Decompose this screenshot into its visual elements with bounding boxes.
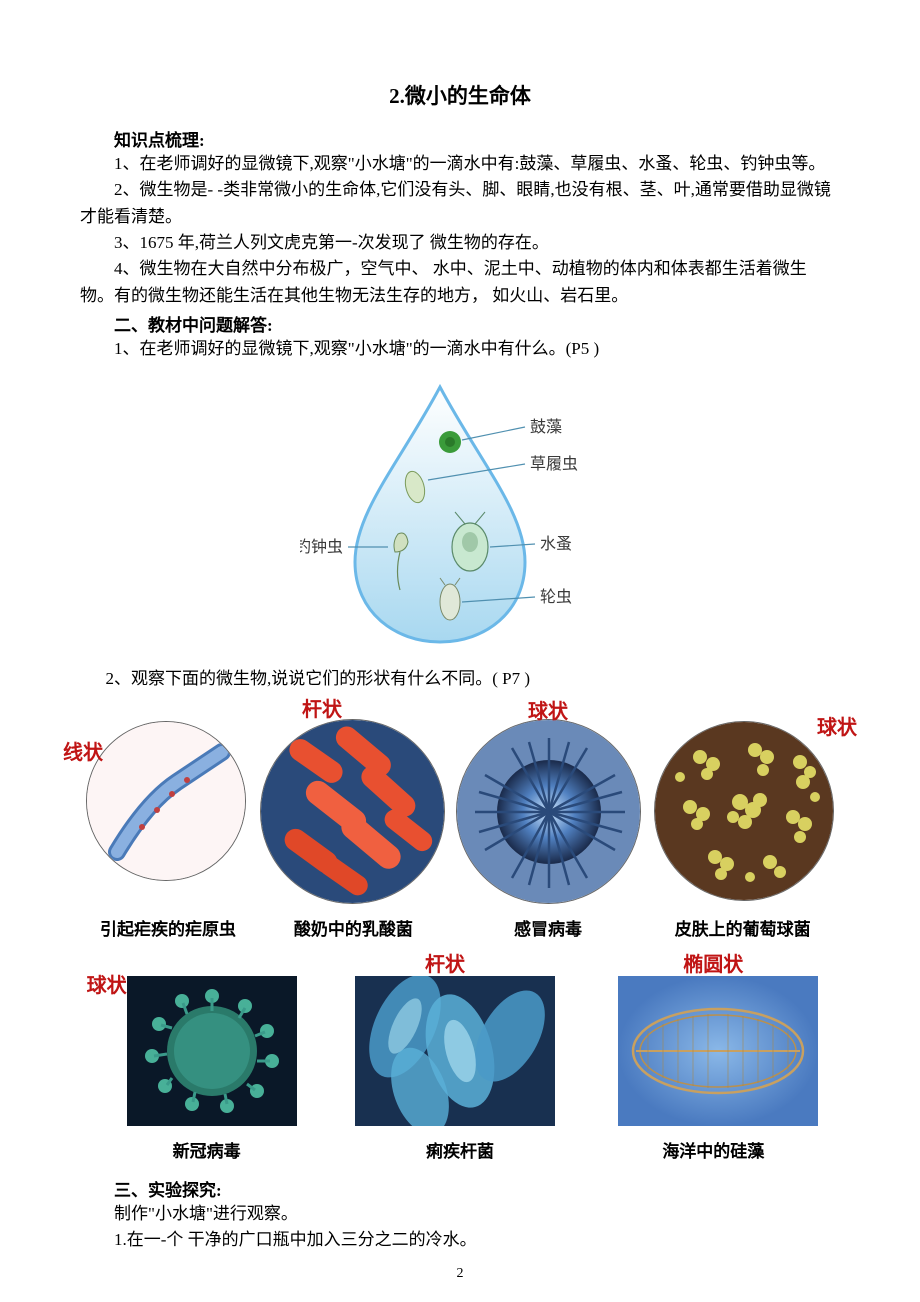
knowledge-header: 知识点梳理: (80, 126, 840, 151)
shape-label-qiu1: 球状 (528, 695, 568, 724)
shape-label-qiu2: 球状 (817, 711, 857, 740)
label-shuizao: 水蚤 (540, 535, 572, 553)
question-2: 2、观察下面的微生物,说说它们的形状有什么不同。( P7 ) (80, 666, 840, 692)
caption-diatom: 海洋中的硅藻 (587, 1137, 840, 1162)
caption-staph: 皮肤上的葡萄球菌 (645, 915, 840, 940)
shape-label-gan2: 杆状 (425, 948, 465, 977)
experiment-2: 1.在一-个 干净的广口瓶中加入三分之二的冷水。 (80, 1227, 840, 1253)
caption-shigella: 痢疾杆菌 (333, 1137, 586, 1162)
diatom-icon (618, 976, 818, 1126)
shape-label-qiu3: 球状 (87, 969, 127, 998)
label-caolvchong: 草履虫 (530, 455, 578, 473)
shigella-icon (355, 976, 555, 1126)
shape-label-gan1: 杆状 (302, 693, 342, 722)
water-drop-diagram: 鼓藻 草履虫 水蚤 轮虫 钓钟虫 (80, 372, 840, 652)
shape-label-xian: 线状 (63, 736, 103, 765)
caption-lactobacillus: 酸奶中的乳酸菌 (256, 915, 451, 940)
page-title: 2.微小的生命体 (80, 80, 840, 110)
microbe-cell-diatom: 椭圆状 (613, 954, 823, 1131)
shape-label-tuoyuan: 椭圆状 (683, 948, 743, 977)
caption-covid: 新冠病毒 (80, 1137, 333, 1162)
row2-captions: 新冠病毒 痢疾杆菌 海洋中的硅藻 (80, 1137, 840, 1162)
microbe-row-2: 球状 (80, 954, 840, 1131)
microbe-cell-covid: 球状 (97, 954, 297, 1131)
experiment-header: 三、实验探究: (80, 1176, 840, 1201)
microbe-cell-shigella: 杆状 (350, 954, 560, 1131)
microbe-cell-lactobacillus: 杆状 (257, 701, 447, 909)
label-lunchong: 轮虫 (540, 588, 572, 606)
label-diaozhongchong: 钓钟虫 (300, 538, 343, 556)
microbe-cell-staph: 球状 (649, 701, 839, 906)
knowledge-point-4: 4、微生物在大自然中分布极广，空气中、 水中、泥土中、动植物的体内和体表都生活着… (80, 256, 840, 309)
microbe-grid: 线状 杆状 (80, 701, 840, 1162)
covid-icon (127, 976, 297, 1126)
knowledge-point-1: 1、在老师调好的显微镜下,观察"小水塘"的一滴水中有:鼓藻、草履虫、水蚤、轮虫、… (80, 151, 840, 177)
knowledge-point-2: 2、微生物是- -类非常微小的生命体,它们没有头、脚、眼睛,也没有根、茎、叶,通… (80, 177, 840, 230)
microbe-row-1: 线状 杆状 (80, 701, 840, 909)
label-guzao: 鼓藻 (530, 418, 562, 436)
row1-captions: 引起疟疾的疟原虫 酸奶中的乳酸菌 感冒病毒 皮肤上的葡萄球菌 (80, 915, 840, 940)
fluvirus-icon (456, 719, 641, 904)
page-number: 2 (457, 1266, 464, 1282)
caption-fluvirus: 感冒病毒 (451, 915, 646, 940)
knowledge-point-3: 3、1675 年,荷兰人列文虎克第一-次发现了 微生物的存在。 (80, 230, 840, 256)
caption-plasmodium: 引起疟疾的疟原虫 (80, 915, 256, 940)
staph-icon (654, 721, 834, 901)
experiment-1: 制作"小水塘"进行观察。 (80, 1201, 840, 1227)
textbook-header: 二、教材中问题解答: (80, 311, 840, 336)
microbe-cell-plasmodium: 线状 (81, 701, 251, 886)
microbe-cell-fluvirus: 球状 (453, 701, 643, 909)
lactobacillus-icon (260, 719, 445, 904)
water-drop-svg: 鼓藻 草履虫 水蚤 轮虫 钓钟虫 (300, 372, 620, 652)
plasmodium-icon (86, 721, 246, 881)
question-1: 1、在老师调好的显微镜下,观察"小水塘"的一滴水中有什么。(P5 ) (80, 336, 840, 362)
